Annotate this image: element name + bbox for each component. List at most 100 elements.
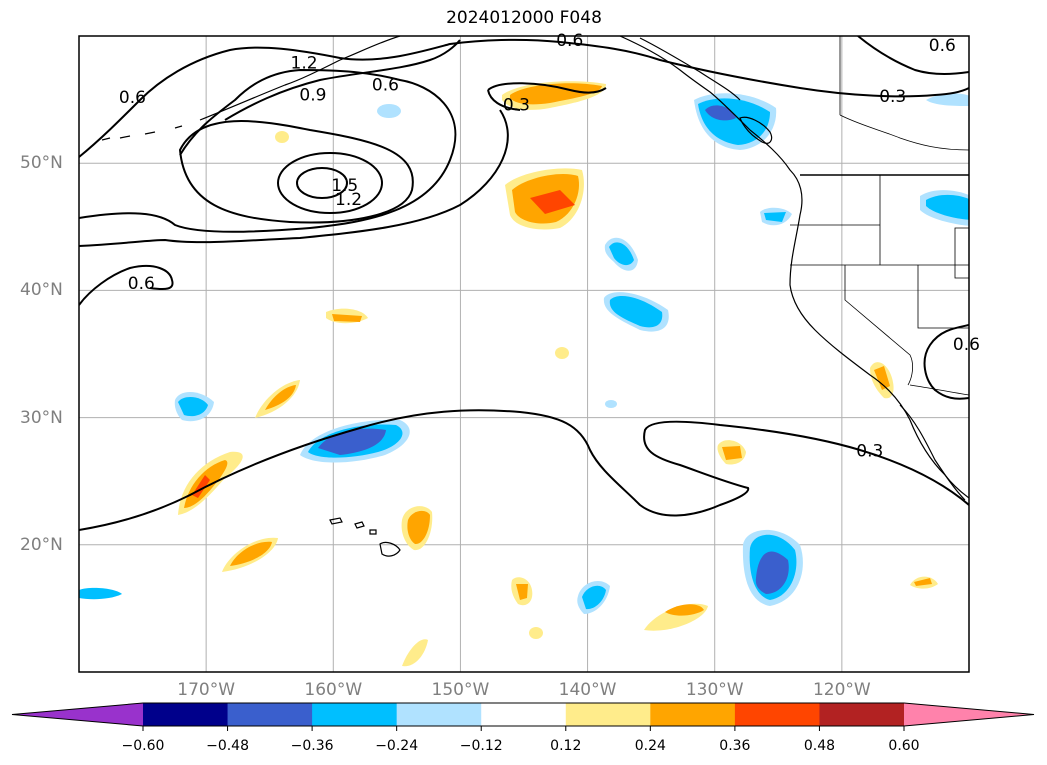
coastline (619, 36, 969, 499)
positive-anomaly-blob (222, 537, 278, 572)
coastline (899, 404, 966, 501)
positive-anomaly-blob (555, 347, 569, 359)
negative-anomaly-blob (926, 93, 969, 106)
contour-label: 1.2 (291, 54, 318, 74)
contour-label: 0.9 (299, 86, 326, 106)
contour-line (79, 409, 969, 531)
negative-anomaly-blob (577, 581, 610, 614)
positive-anomaly-blob (505, 168, 584, 230)
contour-label: 0.3 (879, 87, 906, 107)
pressure-contours (79, 36, 969, 531)
colorbar-extend-max (904, 703, 1034, 726)
map-title: 2024012000 F048 (446, 8, 602, 28)
colorbar-swatch (565, 703, 651, 726)
colorbar-tick-label: 0.48 (803, 738, 836, 754)
contour-line (178, 120, 414, 224)
contour-line (487, 89, 521, 111)
colorbar-tick-label: −0.12 (459, 738, 503, 754)
contour-label: 0.6 (119, 88, 146, 108)
contour-label: 1.2 (335, 190, 362, 210)
positive-anomaly-blob (644, 603, 708, 631)
contour-label: 0.3 (503, 96, 530, 116)
negative-anomaly-blob (742, 529, 803, 606)
border (839, 114, 969, 151)
hawaii-island (369, 529, 377, 535)
positive-anomaly-blob (502, 81, 606, 110)
lat-tick-label: 20°N (20, 534, 63, 555)
colorbar-tick-label: −0.60 (121, 738, 165, 754)
shaded-anomaly-areas (79, 81, 969, 667)
positive-anomaly-blob (402, 639, 428, 667)
colorbar-extend-min (12, 703, 143, 726)
colorbar-tick-label: −0.36 (290, 738, 334, 754)
hawaii-island (329, 517, 343, 525)
negative-anomaly-blob (604, 237, 638, 271)
positive-anomaly-blob (401, 506, 433, 551)
colorbar-tick-label: 0.12 (550, 738, 582, 754)
negative-anomaly-blob (605, 400, 617, 408)
lon-tick-label: 170°W (177, 680, 236, 700)
positive-anomaly-blob (326, 308, 368, 324)
lat-tick-label: 50°N (20, 153, 63, 174)
contour-label: 0.6 (372, 75, 399, 95)
contour-label: 0.6 (556, 31, 583, 51)
colorbar-swatch (312, 703, 398, 726)
border (917, 265, 969, 329)
contour-labels: 0.61.20.90.60.60.30.60.31.51.20.60.60.3 (119, 31, 980, 462)
contour-line (79, 264, 174, 306)
colorbar-swatch (396, 703, 482, 726)
colorbar-tick-label: 0.24 (634, 738, 666, 754)
contour-label: 0.6 (128, 274, 155, 294)
lon-tick-label: 120°W (812, 680, 871, 700)
hawaii-island (354, 521, 365, 529)
colorbar-swatch (819, 703, 905, 726)
contour-line (79, 109, 509, 247)
lon-tick-label: 130°W (685, 680, 744, 700)
contour-label: 0.6 (929, 36, 956, 56)
negative-anomaly-blob (174, 391, 214, 422)
contour-line (487, 82, 607, 94)
positive-anomaly-blob (275, 131, 289, 143)
lat-lon-grid (79, 36, 969, 672)
positive-anomaly-blob (910, 576, 938, 589)
contour-line (277, 152, 383, 214)
negative-anomaly-blob (603, 292, 669, 332)
contour-line (923, 324, 969, 400)
negative-anomaly-blob (79, 587, 122, 600)
aleutian-islands (101, 125, 183, 141)
positive-anomaly-blob (255, 380, 300, 418)
colorbar-tick-label: 0.60 (888, 738, 920, 754)
contour-line (79, 38, 969, 158)
contour-label: 0.3 (856, 442, 883, 462)
negative-anomaly-blob (920, 190, 969, 226)
border (844, 265, 914, 386)
coastlines-and-borders (101, 36, 969, 557)
lon-tick-label: 160°W (304, 680, 363, 700)
colorbar-tick-label: 0.36 (719, 738, 751, 754)
lat-tick-label: 30°N (20, 407, 63, 428)
contour-label: 1.5 (331, 176, 358, 196)
coastline (739, 116, 773, 144)
colorbar-swatch (481, 703, 567, 726)
lat-tick-label: 40°N (20, 280, 63, 301)
lon-tick-label: 150°W (431, 680, 490, 700)
contour-line (79, 68, 457, 233)
contour-label: 0.6 (953, 335, 980, 355)
border (954, 227, 969, 279)
contour-line (857, 36, 969, 75)
positive-anomaly-blob (717, 440, 746, 465)
colorbar-swatch (227, 703, 313, 726)
colorbar-swatch (650, 703, 736, 726)
colorbar-tick-label: −0.24 (375, 738, 419, 754)
positive-anomaly-blob (870, 362, 894, 399)
colorbar-swatch (143, 703, 229, 726)
lon-tick-label: 140°W (558, 680, 617, 700)
negative-anomaly-blob (760, 207, 792, 226)
positive-anomaly-blob (511, 577, 533, 606)
positive-anomaly-blob (529, 627, 543, 639)
coastline (639, 37, 741, 101)
colorbar (11, 702, 1035, 731)
hawaii-island (379, 541, 401, 557)
negative-anomaly-blob (377, 104, 401, 118)
